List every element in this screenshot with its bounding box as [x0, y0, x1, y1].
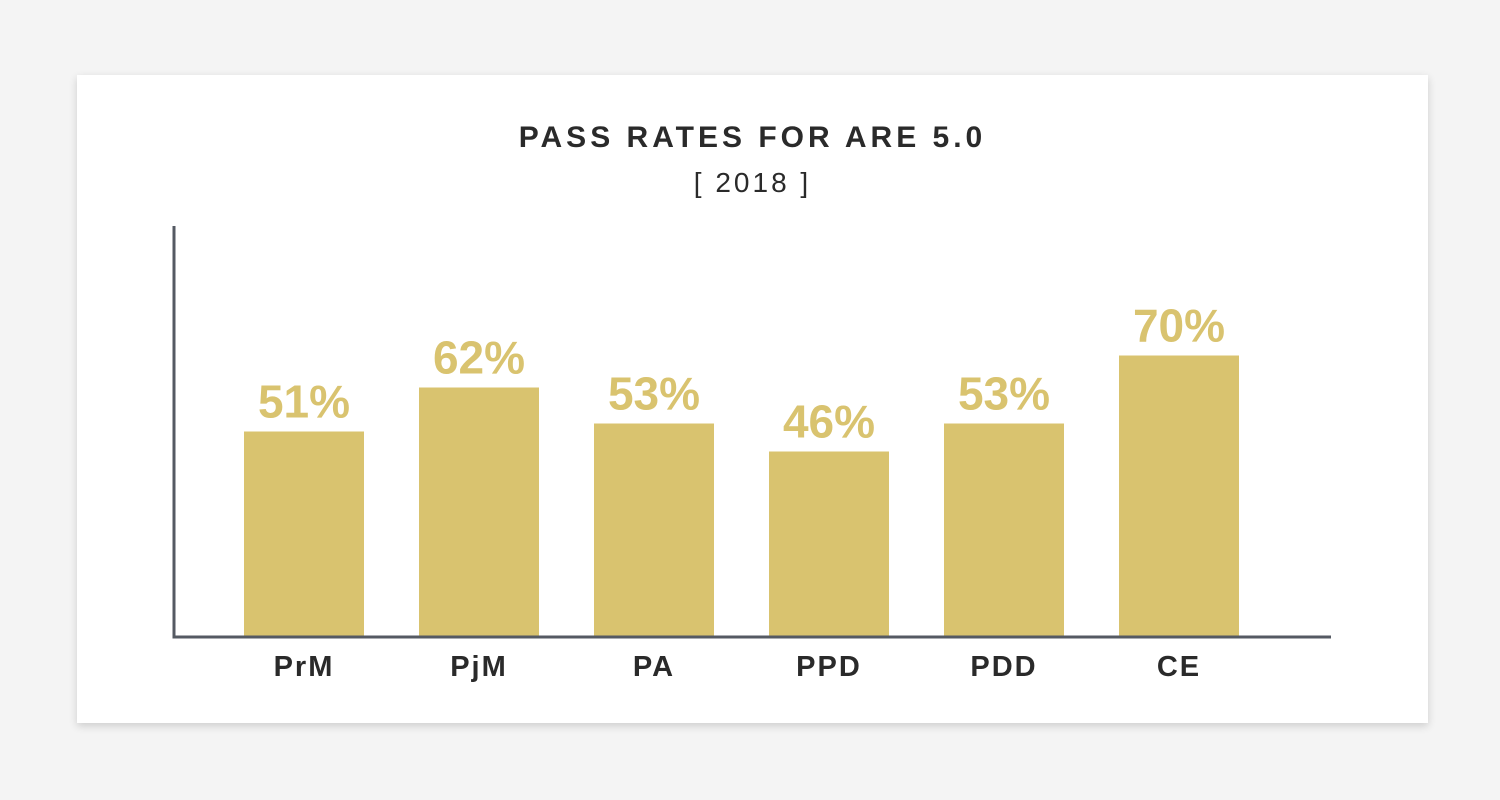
- x-tick-label-prm: PrM: [274, 651, 335, 683]
- value-label-ppd: 46%: [783, 396, 875, 448]
- bar-pjm: [419, 387, 539, 636]
- value-label-ce: 70%: [1133, 300, 1225, 352]
- x-tick-label-pdd: PDD: [970, 651, 1037, 683]
- bars-group: [244, 355, 1239, 636]
- x-tick-label-ppd: PPD: [796, 651, 862, 683]
- chart-subtitle: [ 2018 ]: [693, 167, 812, 198]
- bar-ce: [1119, 355, 1239, 636]
- x-tick-label-pjm: PjM: [450, 651, 508, 683]
- chart-card: PASS RATES FOR ARE 5.0 [ 2018 ] 51% 62% 53…: [77, 75, 1428, 723]
- bar-pdd: [944, 423, 1064, 636]
- value-label-prm: 51%: [258, 376, 350, 428]
- value-label-pdd: 53%: [958, 368, 1050, 420]
- value-label-pjm: 62%: [433, 332, 525, 384]
- value-labels-group: 51% 62% 53% 46% 53% 70%: [258, 300, 1225, 448]
- value-label-pa: 53%: [608, 368, 700, 420]
- bar-prm: [244, 431, 364, 636]
- bar-chart: 51% 62% 53% 46% 53% 70% PrM PjM PA PPD PDD CE: [172, 226, 1331, 683]
- chart-title: PASS RATES FOR ARE 5.0: [518, 121, 987, 154]
- x-tick-label-ce: CE: [1157, 651, 1201, 683]
- x-tick-labels-group: PrM PjM PA PPD PDD CE: [274, 651, 1201, 683]
- bar-pa: [594, 423, 714, 636]
- x-tick-label-pa: PA: [633, 651, 675, 683]
- bar-ppd: [769, 451, 889, 636]
